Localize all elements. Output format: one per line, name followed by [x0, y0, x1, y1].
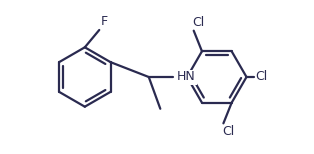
Text: HN: HN	[177, 71, 196, 83]
Text: Cl: Cl	[222, 125, 234, 138]
Text: Cl: Cl	[256, 71, 268, 83]
Text: Cl: Cl	[192, 16, 204, 29]
Text: F: F	[100, 15, 108, 28]
